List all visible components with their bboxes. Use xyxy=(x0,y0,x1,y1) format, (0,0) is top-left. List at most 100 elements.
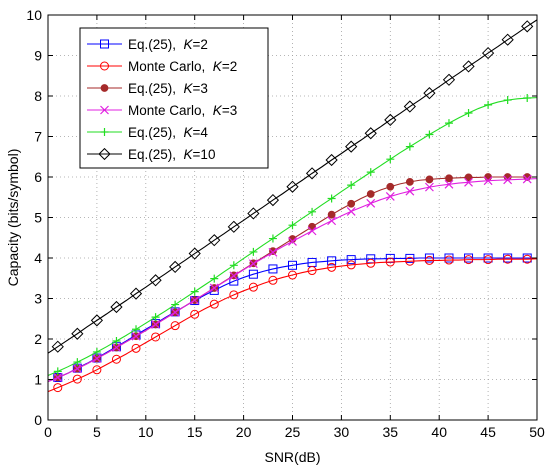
data-point xyxy=(424,255,434,265)
x-tick-label: 40 xyxy=(431,424,447,440)
data-point xyxy=(151,313,160,322)
data-point xyxy=(266,193,280,207)
data-point xyxy=(288,260,297,270)
y-tick-label: 2 xyxy=(34,331,42,347)
legend-label-k: K xyxy=(213,59,223,74)
data-point xyxy=(248,282,258,292)
y-tick-label: 3 xyxy=(34,291,42,307)
data-point xyxy=(501,33,514,46)
y-tick-label: 4 xyxy=(34,250,42,266)
data-point xyxy=(366,190,375,198)
data-point xyxy=(151,332,161,342)
legend-label: Eq.(25), K=10 xyxy=(128,147,215,162)
data-point xyxy=(268,234,277,243)
legend-label-k: K xyxy=(184,37,194,52)
data-point xyxy=(325,153,338,167)
data-point xyxy=(151,319,161,329)
series-line xyxy=(47,19,538,354)
data-point xyxy=(522,254,532,264)
legend-label-value: =2 xyxy=(222,59,237,74)
data-point xyxy=(503,96,512,105)
data-point xyxy=(327,262,337,272)
data-point xyxy=(288,236,297,246)
data-point xyxy=(462,60,475,73)
data-point xyxy=(384,113,397,127)
data-point xyxy=(190,295,200,305)
y-tick-label: 6 xyxy=(34,169,42,185)
x-tick-label: 5 xyxy=(93,424,101,440)
legend-item: Eq.(25), K=3 xyxy=(87,81,208,96)
data-point xyxy=(305,167,319,180)
data-point xyxy=(209,299,219,309)
series-5 xyxy=(47,94,538,376)
data-point xyxy=(484,173,493,181)
legend-label-prefix: Eq.(25), xyxy=(128,147,184,162)
data-point xyxy=(405,253,415,263)
data-point xyxy=(288,221,297,230)
data-point xyxy=(522,174,532,184)
data-point xyxy=(444,255,454,265)
data-point xyxy=(190,309,200,319)
data-point xyxy=(288,270,297,280)
y-axis-label: Capacity (bits/symbol) xyxy=(5,149,21,287)
data-point xyxy=(445,174,453,183)
y-tick-label: 8 xyxy=(34,88,42,104)
data-point xyxy=(248,269,258,279)
data-point xyxy=(268,275,278,285)
data-point xyxy=(425,175,434,184)
legend-item: Eq.(25), K=2 xyxy=(87,37,208,52)
x-tick-label: 30 xyxy=(334,424,350,440)
data-point xyxy=(249,247,258,256)
legend-marker xyxy=(98,147,111,161)
data-point xyxy=(327,216,337,226)
data-point xyxy=(268,247,278,257)
data-point xyxy=(190,287,199,296)
data-point xyxy=(169,260,182,274)
data-point xyxy=(112,343,121,352)
data-point xyxy=(327,210,336,219)
data-point xyxy=(53,367,62,376)
legend-label-prefix: Eq.(25), xyxy=(128,37,184,52)
data-point xyxy=(346,207,356,216)
data-point xyxy=(72,364,82,373)
x-tick-label: 20 xyxy=(236,424,252,440)
data-point xyxy=(327,256,337,266)
legend-label-prefix: Monte Carlo, xyxy=(128,59,213,74)
data-point xyxy=(209,283,219,293)
data-point xyxy=(72,374,82,384)
legend-item: Monte Carlo, K=3 xyxy=(87,103,237,118)
data-point xyxy=(286,180,299,193)
data-point xyxy=(521,20,534,33)
data-point xyxy=(346,255,356,265)
series-layer xyxy=(47,19,538,393)
legend-marker xyxy=(100,84,109,92)
data-point xyxy=(386,182,395,191)
legend-label-prefix: Eq.(25), xyxy=(128,81,184,96)
data-point xyxy=(268,264,278,274)
legend-label-k: K xyxy=(184,81,194,96)
data-point xyxy=(423,87,436,100)
legend-label-value: =2 xyxy=(193,37,208,52)
y-tick-label: 7 xyxy=(34,129,42,145)
x-tick-label: 15 xyxy=(187,424,203,440)
legend-marker xyxy=(100,61,109,71)
data-point xyxy=(483,255,493,265)
legend-item: Monte Carlo, K=2 xyxy=(87,59,237,74)
legend-label-value: =3 xyxy=(222,103,237,118)
legend-marker xyxy=(100,105,109,115)
series-1 xyxy=(47,253,537,383)
data-point xyxy=(424,182,434,192)
data-point xyxy=(229,290,239,300)
grid xyxy=(48,15,537,420)
legend-label-value: =4 xyxy=(193,125,209,140)
legend-label: Monte Carlo, K=3 xyxy=(128,103,237,118)
data-point xyxy=(444,179,454,189)
data-point xyxy=(188,247,201,260)
data-point xyxy=(308,207,317,216)
data-point xyxy=(53,383,63,393)
data-point xyxy=(464,177,473,187)
x-tick-label: 25 xyxy=(285,424,301,440)
